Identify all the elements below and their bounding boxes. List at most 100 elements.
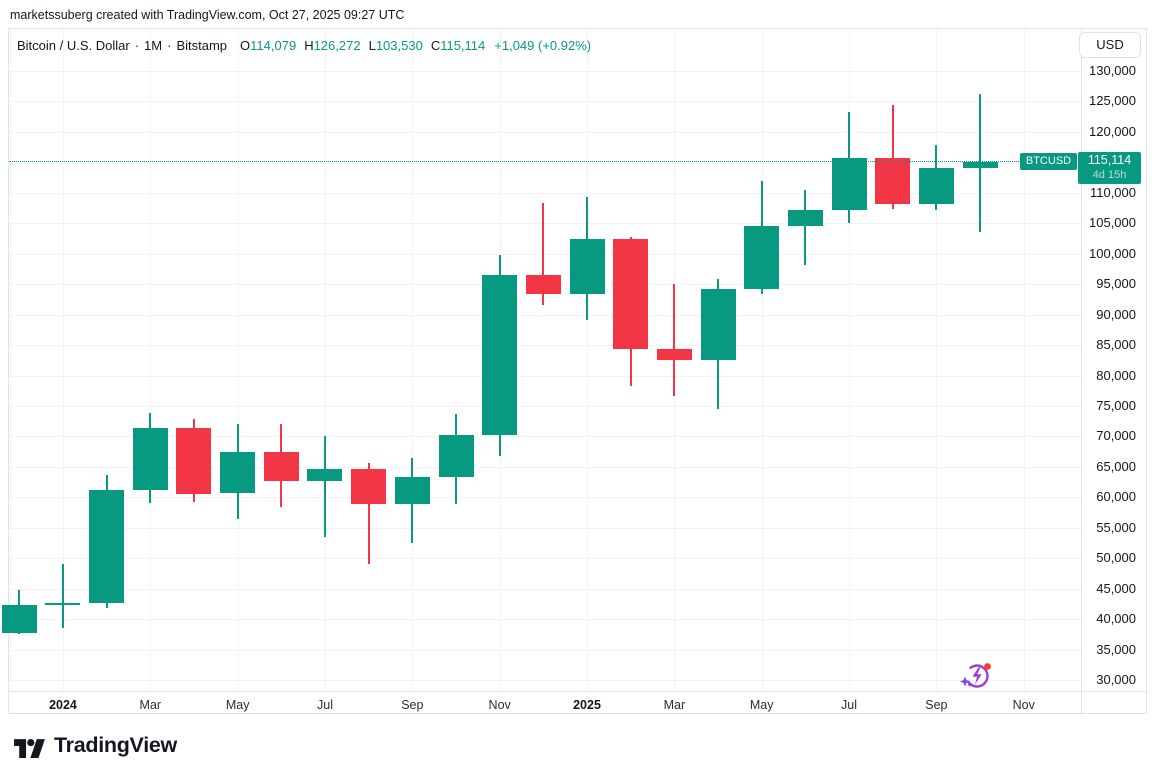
gridline xyxy=(9,466,1081,468)
candle-body xyxy=(351,469,387,504)
time-tick-label: Nov xyxy=(1012,698,1035,712)
gridline xyxy=(9,436,1081,438)
candle-body xyxy=(482,275,518,436)
candle-body xyxy=(656,349,692,360)
legend-separator: · xyxy=(134,37,140,53)
time-tick-label: Jul xyxy=(316,698,333,712)
price-tick-label: 90,000 xyxy=(1096,306,1136,322)
ohlc-values: O114,079 H126,272 L103,530 C115,114 xyxy=(240,38,485,53)
candle-body xyxy=(438,435,474,478)
candle-body xyxy=(613,239,649,349)
gridline xyxy=(9,162,1081,164)
candle-body xyxy=(263,451,299,482)
gridline xyxy=(237,29,239,691)
gridline xyxy=(9,192,1081,194)
price-axis[interactable] xyxy=(1082,29,1147,691)
gridline xyxy=(849,29,851,691)
candle-wick xyxy=(673,284,676,397)
candle-body xyxy=(220,451,256,494)
candle-body xyxy=(918,168,954,204)
gridline xyxy=(9,375,1081,377)
time-tick-label: Sep xyxy=(401,698,424,712)
price-tick-label: 85,000 xyxy=(1096,337,1136,353)
attribution-text: marketssuberg created with TradingView.c… xyxy=(10,8,405,22)
candle-body xyxy=(394,477,430,504)
candle-body xyxy=(45,603,81,606)
gridline xyxy=(761,29,763,691)
last-price-line xyxy=(9,160,1081,162)
candle-body xyxy=(176,428,212,494)
candle-wick xyxy=(542,202,545,306)
gridline xyxy=(9,649,1081,651)
candle-body xyxy=(569,239,605,294)
gridline xyxy=(9,314,1081,316)
tradingview-logo-text: TradingView xyxy=(54,733,177,757)
price-tick-label: 100,000 xyxy=(1089,245,1136,261)
tradingview-logo[interactable]: TradingView xyxy=(14,733,177,758)
candle-body xyxy=(700,288,736,360)
gridline xyxy=(9,253,1081,255)
price-tick-label: 65,000 xyxy=(1096,458,1136,474)
legend-separator: · xyxy=(167,37,172,53)
gridline xyxy=(9,131,1081,133)
interval-label: 1M xyxy=(144,37,163,53)
price-tick-label: 110,000 xyxy=(1089,184,1136,200)
candle-body xyxy=(307,469,343,482)
candle-wick xyxy=(61,564,64,629)
gridline xyxy=(9,71,1081,72)
time-tick-label: Mar xyxy=(663,698,686,712)
gridline xyxy=(150,29,152,691)
price-tick-label: 105,000 xyxy=(1089,215,1136,231)
symbol-title: Bitcoin / U.S. Dollar xyxy=(17,37,130,53)
candle-body xyxy=(132,428,168,491)
candle-body xyxy=(89,490,125,604)
price-axis-divider xyxy=(1081,29,1082,715)
time-tick-label: Jul xyxy=(841,698,858,712)
gridline xyxy=(9,588,1081,590)
ohlc-item: H126,272 xyxy=(304,37,361,53)
gridline xyxy=(62,29,64,691)
chart-plot-layer: 130,000125,000120,000115,000110,000105,0… xyxy=(1,29,1148,715)
ohlc-item: O114,079 xyxy=(240,37,297,53)
price-tick-label: 55,000 xyxy=(1096,519,1136,535)
gridline xyxy=(324,29,326,691)
bar-countdown: 4d 15h xyxy=(1092,168,1127,181)
gridline xyxy=(10,29,11,691)
tradingview-logo-mark xyxy=(14,738,45,758)
exchange-label: Bitstamp xyxy=(176,37,228,53)
gridline xyxy=(9,223,1081,225)
symbol-price-tag: BTCUSD xyxy=(1020,153,1077,171)
price-tick-label: 60,000 xyxy=(1096,489,1136,505)
candle-wick xyxy=(367,463,370,565)
price-tick-label: 125,000 xyxy=(1089,93,1136,109)
flash-events-icon[interactable] xyxy=(959,658,995,694)
chart-plot-area[interactable] xyxy=(10,30,1081,691)
last-price-label: 115,114 4d 15h xyxy=(1078,151,1141,184)
change-value: +1,049 (+0.92%) xyxy=(494,37,592,53)
price-tick-label: 30,000 xyxy=(1096,672,1136,687)
time-axis-divider xyxy=(9,691,1146,692)
time-axis[interactable] xyxy=(9,692,1081,714)
price-tick-label: 95,000 xyxy=(1096,276,1136,292)
time-tick-label: Nov xyxy=(488,698,511,712)
candle-body xyxy=(525,275,561,294)
ohlc-item: C115,114 xyxy=(430,37,486,53)
time-tick-label: Sep xyxy=(925,698,948,712)
currency-usd-button[interactable]: USD xyxy=(1079,32,1141,58)
gridline xyxy=(9,345,1081,347)
ohlc-item: L103,530 xyxy=(368,37,423,53)
price-tick-label: 35,000 xyxy=(1096,641,1136,657)
candle-body xyxy=(744,225,780,289)
price-tick-label: 50,000 xyxy=(1096,550,1136,566)
gridline xyxy=(9,405,1081,407)
price-tick-label: 45,000 xyxy=(1096,580,1136,596)
last-price-value: 115,114 xyxy=(1087,152,1132,167)
chart-legend: Bitcoin / U.S. Dollar · 1M · Bitstamp O1… xyxy=(17,37,591,53)
time-tick-label: 2025 xyxy=(573,698,601,712)
price-tick-label: 75,000 xyxy=(1096,397,1136,413)
candle-body xyxy=(1,605,37,633)
gridline xyxy=(9,101,1081,103)
price-tick-label: 80,000 xyxy=(1096,367,1136,383)
candle-body xyxy=(831,157,867,211)
